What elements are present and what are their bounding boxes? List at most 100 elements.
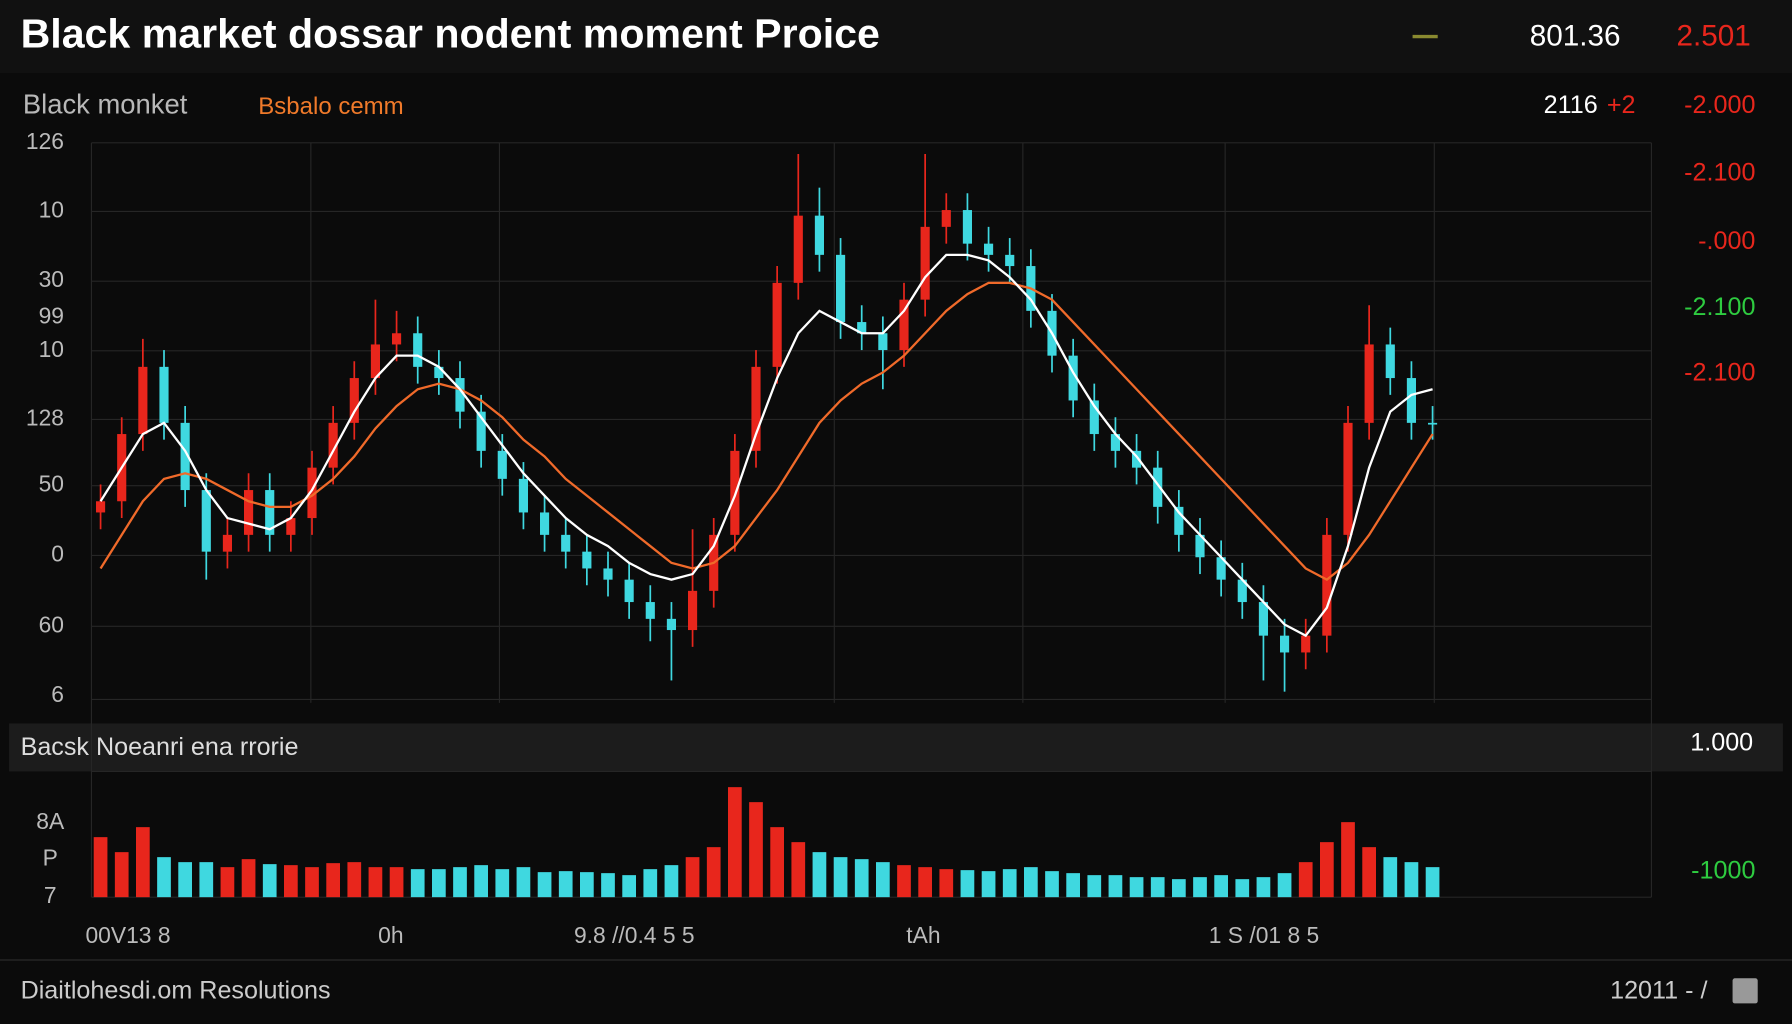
y2-axis-label: -2.100 bbox=[1684, 293, 1755, 321]
candle-body bbox=[1195, 534, 1205, 558]
candle-body bbox=[878, 333, 888, 351]
footer-left: Diaitlohesdi.om Resolutions bbox=[21, 977, 331, 1005]
candle-body bbox=[370, 344, 380, 379]
volume-bar bbox=[368, 867, 383, 898]
volume-bar bbox=[1320, 842, 1334, 898]
volume-bar bbox=[643, 869, 658, 898]
y2-axis-label: -.000 bbox=[1698, 227, 1755, 255]
candle-body bbox=[497, 450, 507, 479]
candle-body bbox=[1110, 434, 1120, 451]
volume-bar bbox=[305, 867, 319, 898]
volume-bar bbox=[1002, 869, 1017, 898]
candle-body bbox=[666, 618, 676, 631]
candle-body bbox=[603, 568, 613, 580]
volume-bar bbox=[897, 865, 911, 898]
y-axis-label: 10 bbox=[39, 336, 64, 362]
volume-bar bbox=[178, 862, 192, 898]
y-axis-label: 126 bbox=[26, 128, 64, 154]
candle-body bbox=[1322, 534, 1332, 636]
volume-bar bbox=[1193, 877, 1207, 898]
candle-body bbox=[159, 366, 169, 423]
candle-body bbox=[814, 215, 824, 255]
header-change: 2.501 bbox=[1677, 20, 1751, 53]
volume-bar bbox=[1024, 867, 1038, 898]
candle-body bbox=[476, 411, 486, 451]
last-price: 2116 bbox=[1544, 91, 1598, 119]
volume-bar bbox=[1235, 879, 1250, 898]
volume-title: Bacsk Noeanri ena rrorie bbox=[21, 733, 299, 761]
volume-bar bbox=[854, 859, 869, 898]
volume-bar bbox=[622, 875, 636, 898]
volume-bar bbox=[1108, 875, 1123, 898]
volume-bar bbox=[685, 857, 700, 898]
price-delta: +2 bbox=[1607, 91, 1636, 119]
candle-body bbox=[561, 534, 571, 552]
volume-right-label: -1000 bbox=[1691, 857, 1755, 885]
y-axis-label: 30 bbox=[39, 266, 64, 292]
volume-bar bbox=[580, 872, 594, 898]
candle-body bbox=[1068, 355, 1078, 401]
volume-bar bbox=[833, 857, 848, 898]
indicator-label: Bsbalo cemm bbox=[258, 93, 403, 120]
candle-body bbox=[1406, 378, 1416, 423]
candle-body bbox=[307, 467, 317, 519]
footer-right: 12011 - / bbox=[1610, 977, 1707, 1005]
candle-body bbox=[138, 366, 148, 435]
candle-body bbox=[413, 333, 423, 367]
volume-bar bbox=[558, 871, 573, 898]
candle-body bbox=[1364, 344, 1374, 423]
candle-body bbox=[1237, 579, 1247, 603]
candle-body bbox=[201, 490, 211, 552]
candle-body bbox=[1301, 635, 1311, 653]
volume-bar bbox=[389, 867, 404, 898]
volume-axis-label: 7 bbox=[44, 882, 57, 908]
volume-bar bbox=[601, 873, 615, 898]
candle-body bbox=[793, 215, 803, 283]
volume-bar bbox=[664, 865, 679, 898]
volume-bar bbox=[537, 872, 552, 898]
volume-bar bbox=[1277, 873, 1292, 898]
y2-axis-label: -2.100 bbox=[1684, 158, 1755, 186]
volume-bar bbox=[516, 867, 531, 898]
footer-icon[interactable] bbox=[1732, 978, 1758, 1004]
x-axis-label: 0h bbox=[378, 922, 403, 948]
candle-body bbox=[1153, 467, 1163, 507]
candle-body bbox=[1005, 254, 1015, 267]
y-axis-label: 128 bbox=[26, 404, 64, 430]
moving-average bbox=[99, 253, 1433, 638]
candle-body bbox=[1174, 506, 1184, 535]
candle-body bbox=[1258, 602, 1268, 636]
volume-bar bbox=[1045, 871, 1059, 898]
y-axis-label: 99 bbox=[39, 303, 64, 329]
title: Black market dossar nodent moment Proice bbox=[21, 10, 880, 56]
volume-bar bbox=[432, 869, 446, 898]
volume-bar bbox=[199, 862, 214, 898]
volume-bar bbox=[474, 865, 488, 898]
y-axis-label: 60 bbox=[39, 611, 64, 637]
volume-axis-label: P bbox=[43, 844, 58, 870]
candle-body bbox=[349, 378, 359, 423]
volume-scale: 1.000 bbox=[1690, 729, 1753, 757]
candle-body bbox=[518, 478, 528, 513]
candle-body bbox=[180, 422, 190, 491]
candle-body bbox=[1385, 344, 1395, 379]
candle-body bbox=[265, 490, 275, 535]
price-level: -2.000 bbox=[1684, 91, 1755, 119]
y-axis-label: 6 bbox=[51, 681, 64, 707]
volume-bar bbox=[1214, 875, 1228, 898]
volume-bar bbox=[220, 867, 235, 898]
x-axis-label: 1 S /01 8 5 bbox=[1209, 922, 1320, 948]
volume-bar bbox=[495, 869, 510, 898]
candle-body bbox=[645, 602, 655, 619]
volume-bar bbox=[749, 802, 763, 898]
volume-bar bbox=[114, 852, 129, 898]
candle-body bbox=[772, 282, 782, 367]
candle-body bbox=[328, 422, 338, 468]
x-axis-label: tAh bbox=[906, 922, 940, 948]
volume-bar bbox=[410, 869, 425, 898]
candle-body bbox=[1089, 400, 1099, 435]
volume-bar bbox=[1404, 862, 1419, 898]
volume-bar bbox=[960, 870, 975, 898]
candle-body bbox=[688, 590, 698, 631]
